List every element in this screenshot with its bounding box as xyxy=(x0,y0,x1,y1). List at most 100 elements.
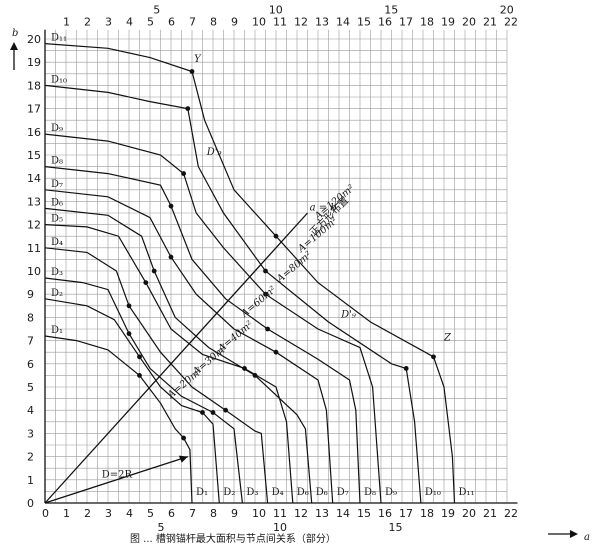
radius-arrow xyxy=(44,455,189,504)
x-extra-bottom: 15 xyxy=(389,521,403,534)
x-tick-top: 21 xyxy=(483,16,497,29)
curve-dot xyxy=(252,373,258,378)
x-tick-top: 17 xyxy=(399,16,413,29)
x-tick-bottom: 5 xyxy=(147,507,154,520)
x-tick-bottom: 17 xyxy=(399,507,413,520)
y-tick: 14 xyxy=(27,172,41,185)
curve-label-bottom: D₆ xyxy=(297,487,309,498)
point-label: D'₉ xyxy=(206,147,222,158)
y-tick: 12 xyxy=(27,219,41,232)
diagonal-label: a = b xyxy=(310,203,337,214)
curve-label-bottom: D₁ xyxy=(196,487,208,498)
curve-label-left: D₇ xyxy=(51,179,63,190)
x-tick-top: 6 xyxy=(168,16,175,29)
y-tick: 16 xyxy=(27,126,41,139)
curve-dot xyxy=(137,373,142,378)
annotations: a = b正方形布置D=2RA=20m²A=30m²A=40m²A=60m²A=… xyxy=(44,54,452,504)
point-label: Z xyxy=(443,333,452,344)
x-tick-bottom: 15 xyxy=(357,507,371,520)
x-tick-top: 2 xyxy=(84,16,91,29)
curve-label-left: D₁ xyxy=(51,325,63,336)
x-tick-top: 15 xyxy=(357,16,371,29)
curve-d6 xyxy=(44,207,313,504)
x-tick-top: 10 xyxy=(252,16,266,29)
curve-dot xyxy=(265,326,270,332)
y-tick: 3 xyxy=(27,427,34,440)
curve-label-left: D₁₀ xyxy=(51,74,67,85)
curve-label-bottom: D₁₁ xyxy=(459,487,475,498)
x-tick-top: 16 xyxy=(378,16,392,29)
y-tick: 9 xyxy=(27,288,34,301)
curve-dot xyxy=(143,280,149,285)
y-tick: 7 xyxy=(27,335,34,348)
x-extra-bottom: 10 xyxy=(273,521,287,534)
curve-dot xyxy=(273,233,279,239)
curve-dot xyxy=(126,303,132,309)
curve-label-bottom: D₁₀ xyxy=(425,487,441,498)
curve-label-left: D₉ xyxy=(51,123,63,134)
y-tick: 8 xyxy=(27,311,34,324)
x-tick-bottom: 0 xyxy=(42,507,49,520)
y-tick: 4 xyxy=(27,404,34,417)
curve-d5 xyxy=(44,224,294,504)
curve-dot xyxy=(168,254,174,260)
curve-label-left: D₈ xyxy=(51,156,63,167)
curve-label-bottom: D₇ xyxy=(337,487,349,498)
x-tick-top: 8 xyxy=(210,16,217,29)
y-tick: 10 xyxy=(27,265,41,278)
curve-dot xyxy=(185,106,191,111)
x-tick-top: 3 xyxy=(105,16,112,29)
x-tick-top: 14 xyxy=(336,16,350,29)
x-tick-bottom: 21 xyxy=(483,507,497,520)
curve-label-left: D₃ xyxy=(51,267,63,278)
x-tick-top: 20 xyxy=(462,16,476,29)
curve-label-bottom: D₆ xyxy=(316,487,328,498)
a-axis-label: a xyxy=(584,532,590,543)
radius-label: D=2R xyxy=(102,469,133,480)
curve-dot xyxy=(403,366,409,371)
x-tick-bottom: 20 xyxy=(462,507,476,520)
curve-dot xyxy=(181,171,187,176)
y-tick: 15 xyxy=(27,149,41,162)
curve-d7 xyxy=(44,189,334,504)
b-axis-label: b xyxy=(12,28,18,39)
b-arrowhead-icon xyxy=(10,42,18,50)
curve-dot xyxy=(210,410,216,415)
curve-d10 xyxy=(44,84,422,504)
a-arrowhead-icon xyxy=(570,530,578,538)
x-tick-top: 9 xyxy=(231,16,238,29)
x-tick-bottom: 12 xyxy=(294,507,308,520)
x-tick-bottom: 19 xyxy=(441,507,455,520)
y-tick: 5 xyxy=(27,381,34,394)
x-tick-top: 18 xyxy=(420,16,434,29)
x-tick-bottom: 22 xyxy=(504,507,518,520)
x-tick-top: 4 xyxy=(126,16,133,29)
curve-label-left: D₁₁ xyxy=(51,33,67,44)
curve-label-bottom: D₄ xyxy=(272,487,284,498)
y-tick: 2 xyxy=(27,451,34,464)
curve-label-left: D₄ xyxy=(51,237,63,248)
x-tick-top: 1 xyxy=(63,16,70,29)
radius-arrowhead-icon xyxy=(178,455,188,463)
curve-dot xyxy=(168,203,174,209)
diagonal-line xyxy=(44,212,308,504)
x-extra-top: 10 xyxy=(269,4,283,17)
x-tick-top: 7 xyxy=(189,16,196,29)
axes xyxy=(10,29,578,538)
y-tick: 19 xyxy=(27,56,41,69)
curve-dot xyxy=(223,407,229,413)
x-tick-bottom: 9 xyxy=(231,507,238,520)
curve-dot xyxy=(126,331,132,337)
x-tick-bottom: 13 xyxy=(315,507,329,520)
curve-label-bottom: D₃ xyxy=(246,487,258,498)
x-tick-bottom: 6 xyxy=(168,507,175,520)
curve-d9 xyxy=(44,133,382,504)
y-tick: 20 xyxy=(27,33,41,46)
tick-labels: 0 1 2 3 4 5 6 7 8 9 10 11 12 13 14 15 16 17 18 19 20 21 221 2 3 4… xyxy=(27,4,518,534)
y-tick: 1 xyxy=(27,474,34,487)
x-tick-bottom: 14 xyxy=(336,507,350,520)
x-tick-top: 19 xyxy=(441,16,455,29)
curve-dot xyxy=(137,354,142,360)
x-tick-top: 22 xyxy=(504,16,518,29)
